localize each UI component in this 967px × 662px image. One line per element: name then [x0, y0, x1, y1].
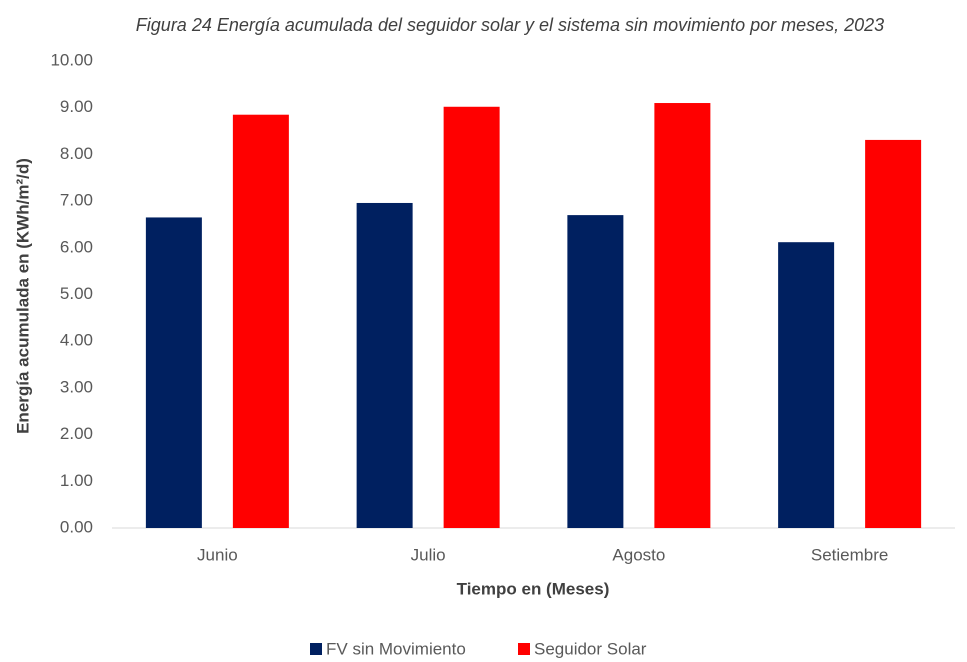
- y-tick-label: 4.00: [60, 331, 93, 350]
- x-tick-label: Julio: [411, 545, 446, 564]
- bar: [865, 139, 922, 528]
- bar: [356, 202, 413, 528]
- x-axis-title: Tiempo en (Meses): [457, 579, 610, 598]
- y-tick-label: 6.00: [60, 237, 93, 256]
- y-tick-label: 5.00: [60, 284, 93, 303]
- chart-title: Figura 24 Energía acumulada del seguidor…: [136, 15, 884, 35]
- bar: [443, 106, 500, 529]
- y-tick-label: 9.00: [60, 97, 93, 116]
- y-axis-title: Energía acumulada en (KWh/m²/d): [13, 158, 32, 434]
- x-tick-label: Setiembre: [811, 545, 888, 564]
- bar: [567, 215, 624, 529]
- bar: [145, 217, 202, 528]
- x-tick-label: Agosto: [612, 545, 665, 564]
- bar: [778, 242, 835, 529]
- y-tick-label: 8.00: [60, 144, 93, 163]
- bar: [654, 103, 711, 528]
- bar: [232, 114, 289, 528]
- legend-swatch: [518, 643, 530, 655]
- legend-label: FV sin Movimiento: [326, 639, 466, 658]
- y-tick-label: 10.00: [50, 50, 93, 69]
- y-tick-label: 1.00: [60, 471, 93, 490]
- y-tick-label: 3.00: [60, 377, 93, 396]
- legend-label: Seguidor Solar: [534, 639, 647, 658]
- y-tick-label: 7.00: [60, 191, 93, 210]
- y-tick-label: 2.00: [60, 424, 93, 443]
- y-tick-label: 0.00: [60, 517, 93, 536]
- x-tick-label: Junio: [197, 545, 238, 564]
- legend-swatch: [310, 643, 322, 655]
